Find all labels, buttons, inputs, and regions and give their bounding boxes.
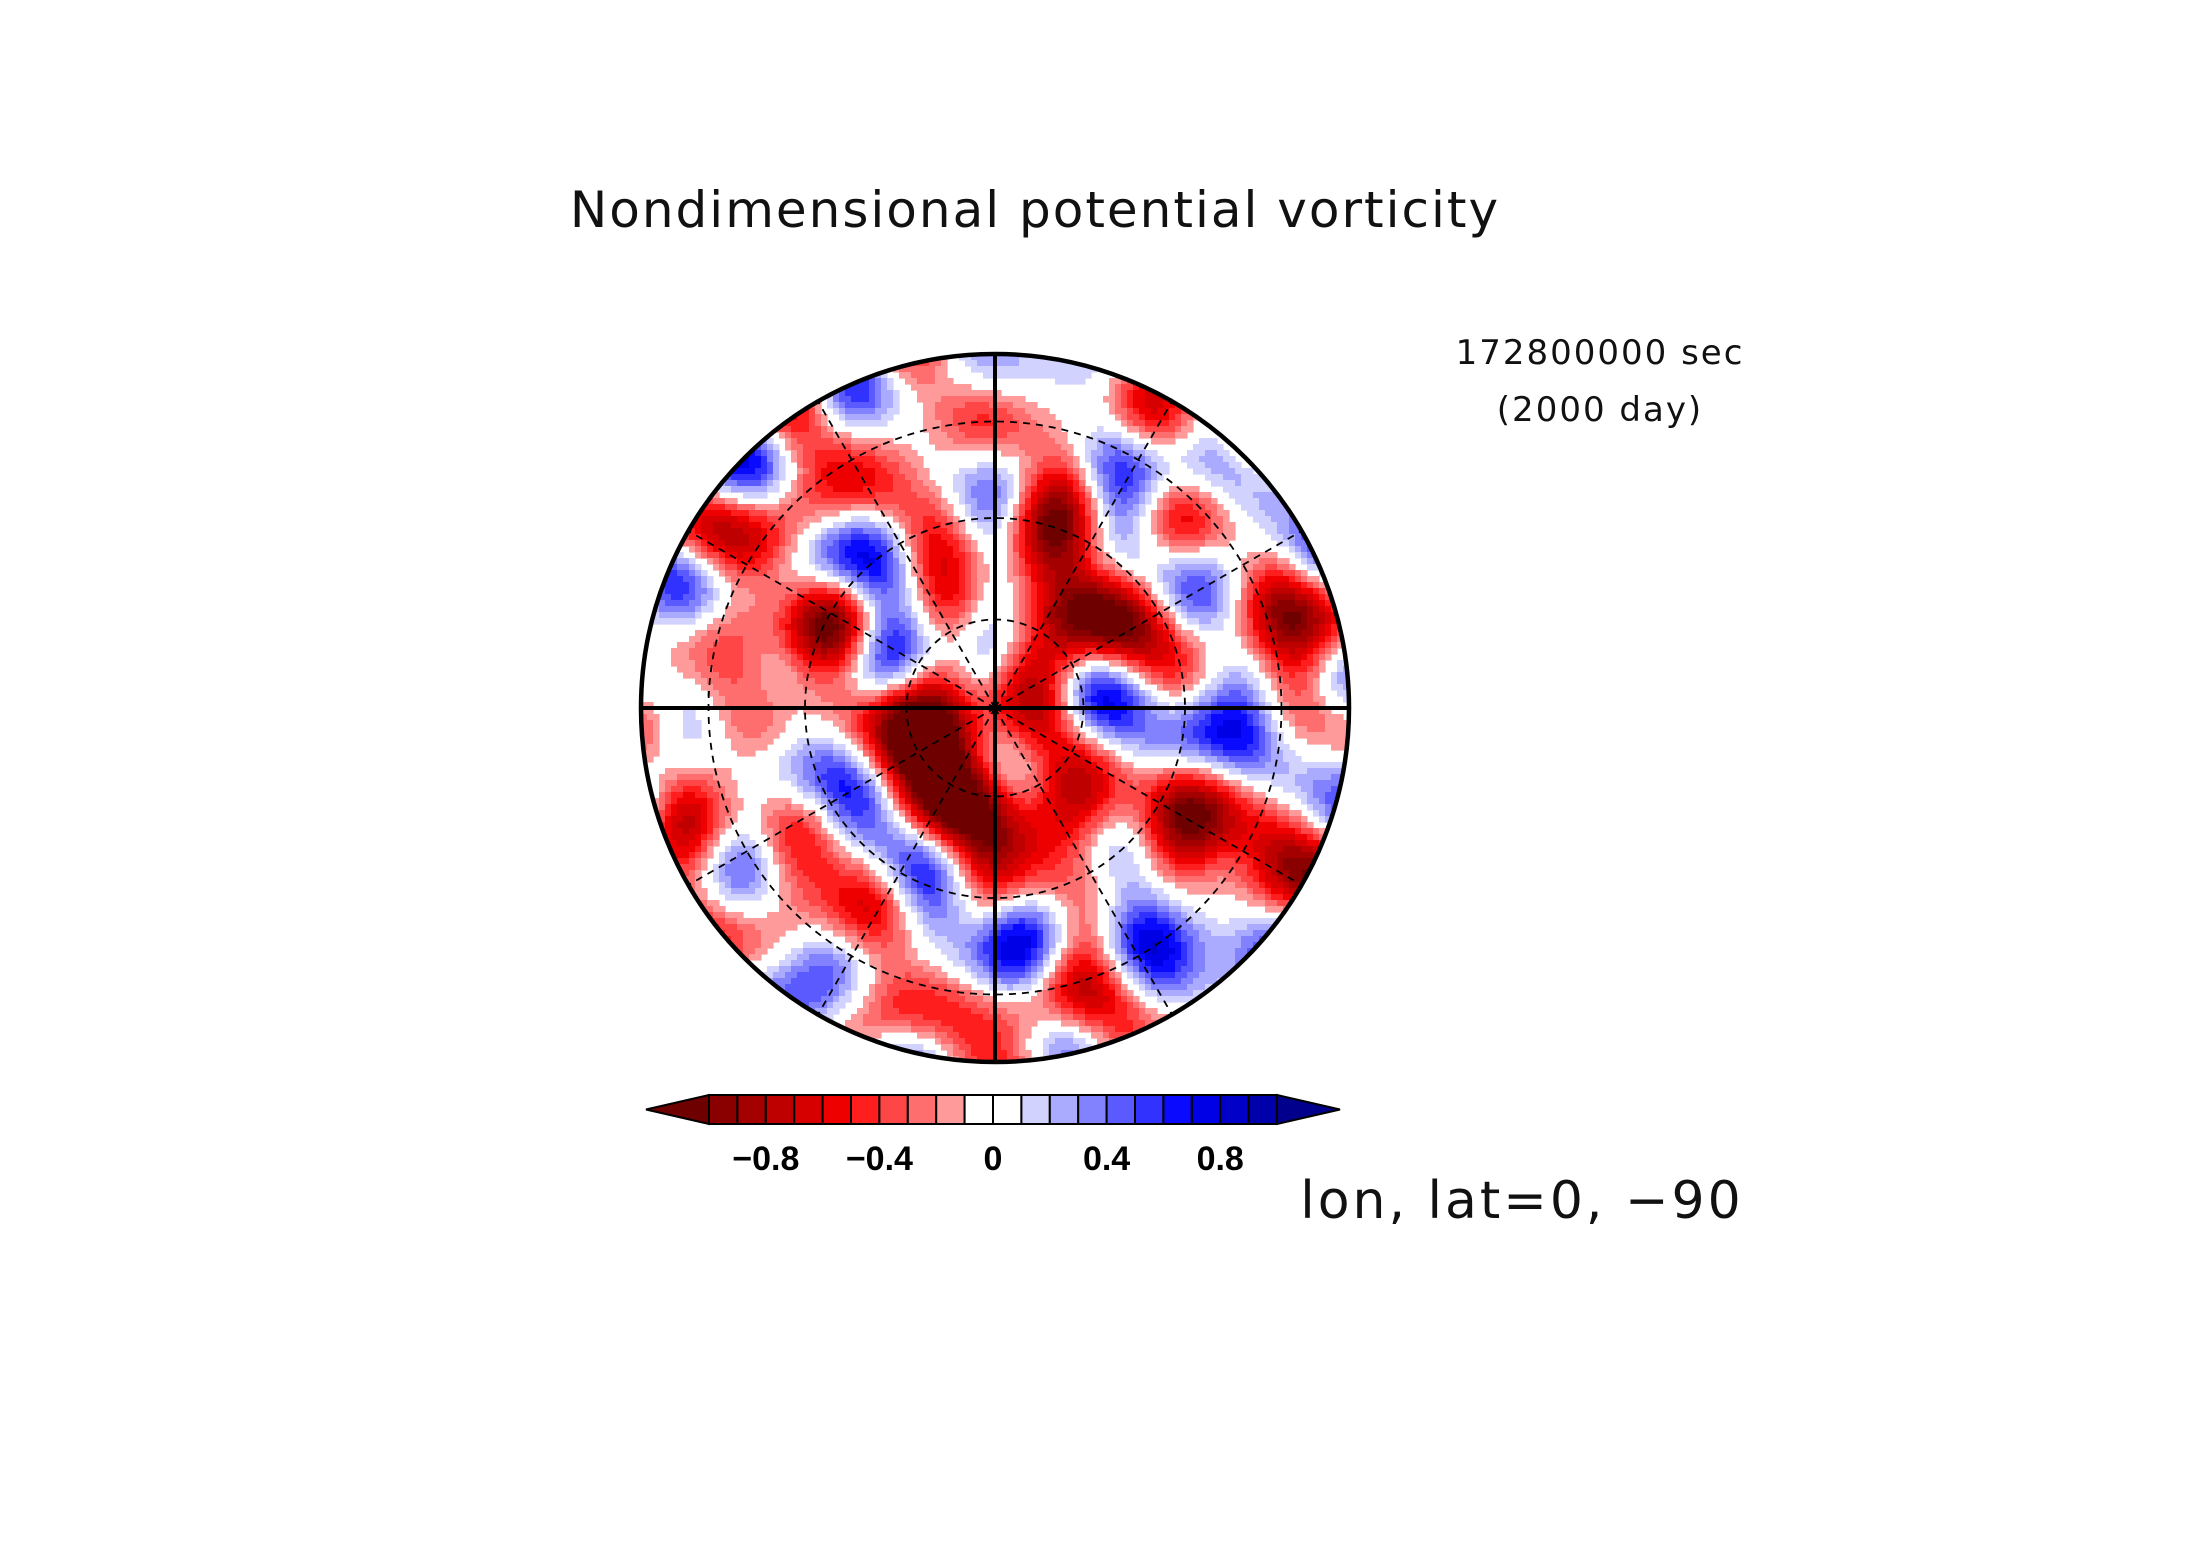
colorbar-swatch [1190, 1094, 1222, 1125]
colorbar-swatch [1020, 1094, 1051, 1125]
meridian-line [687, 707, 996, 886]
colorbar-swatch [1162, 1094, 1193, 1125]
colorbar-tick-label: −0.8 [732, 1140, 799, 1178]
colorbar-swatch [1048, 1094, 1080, 1125]
colorbar-swatch [935, 1094, 966, 1125]
meridian-line [994, 707, 1173, 1016]
figure-title: Nondimensional potential vorticity [570, 181, 1500, 239]
colorbar-under-arrow [645, 1093, 710, 1126]
colorbar-swatch [1077, 1094, 1108, 1125]
polar-map [638, 351, 1352, 1065]
colorbar-swatch [906, 1094, 938, 1125]
colorbar-tick-label: 0 [984, 1140, 1003, 1178]
colorbar-swatch [1247, 1094, 1278, 1125]
time-days-label: (2000 day) [1497, 390, 1703, 430]
meridian-line [994, 530, 1303, 709]
colorbar-swatch [1219, 1094, 1250, 1125]
colorbar-swatch [764, 1094, 796, 1125]
colorbar-swatch [963, 1094, 994, 1125]
colorbar-swatch [708, 1094, 739, 1125]
colorbar-swatch [821, 1094, 852, 1125]
colorbar-swatch [1105, 1094, 1136, 1125]
colorbar-tick-labels: −0.8 −0.4 0 0.4 0.8 [732, 1140, 1244, 1178]
colorbar-swatch [1134, 1094, 1165, 1125]
colorbar-tick-label: 0.4 [1083, 1140, 1130, 1178]
colorbar-tick-label: 0.8 [1197, 1140, 1244, 1178]
colorbar-swatch [992, 1094, 1023, 1125]
meridian-line [817, 707, 996, 1016]
colorbar-swatch [736, 1094, 767, 1125]
axis-label: lon, lat=0, −90 [1300, 1171, 1743, 1231]
colorbar-swatch [850, 1094, 881, 1125]
map-boundary [638, 351, 1352, 1065]
colorbar-swatch [878, 1094, 909, 1125]
colorbar [645, 1093, 1341, 1126]
colorbar-swatch [793, 1094, 824, 1125]
meridian-line [994, 400, 1173, 709]
time-seconds-label: 172800000 sec [1456, 333, 1745, 373]
meridian-line [994, 707, 1303, 886]
colorbar-tick-label: −0.4 [846, 1140, 913, 1178]
meridian-line [687, 530, 996, 709]
colorbar-over-arrow [1276, 1093, 1341, 1126]
meridian-line [817, 400, 996, 709]
